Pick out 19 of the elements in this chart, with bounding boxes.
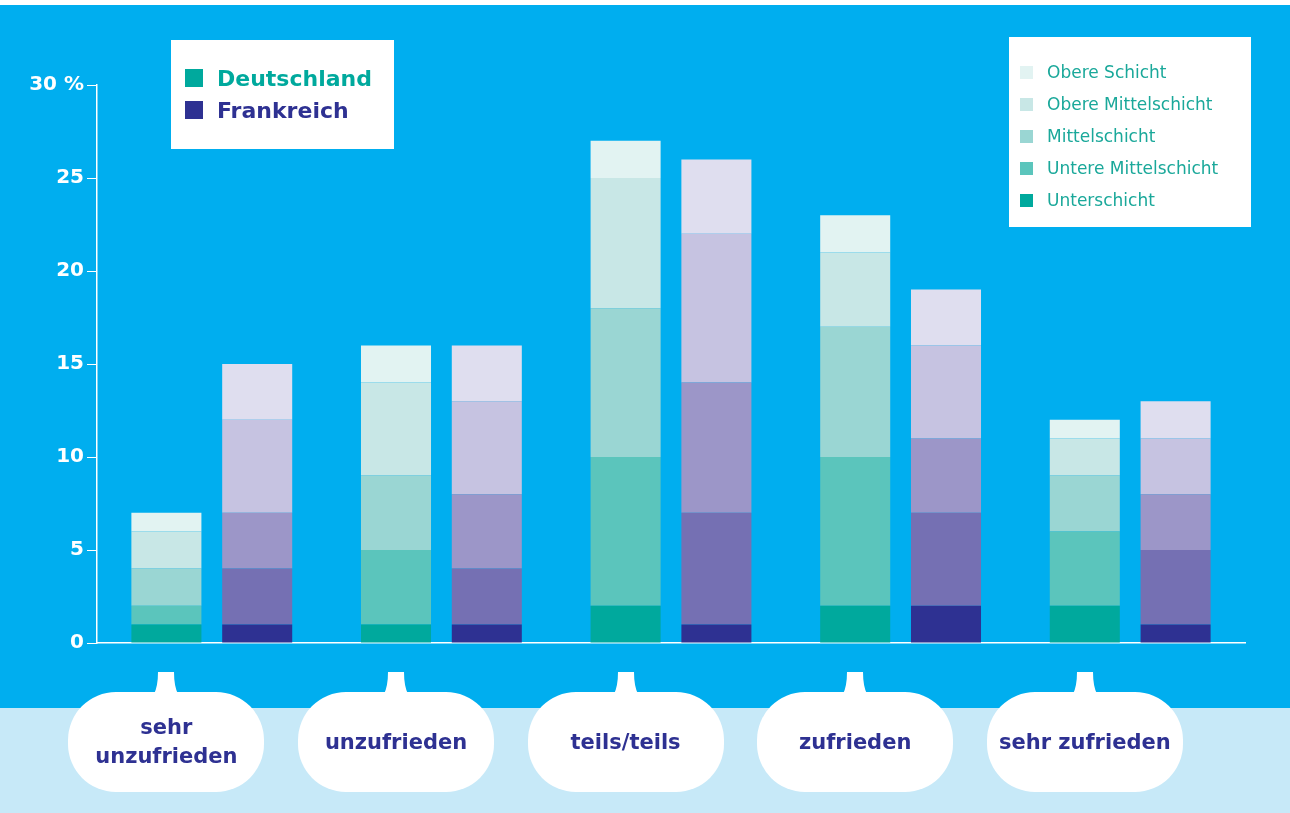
x-tick-label: teils/teils (570, 728, 681, 756)
annotation: Frankreich (217, 97, 349, 123)
annotation: Deutschland (217, 65, 372, 91)
x-tick-label: zufrieden (799, 728, 912, 756)
x-tick-label: unzufrieden (324, 728, 468, 756)
legend-label: Unterschicht (1047, 190, 1155, 210)
legend-label: Obere Mittelschicht (1047, 94, 1213, 114)
y-tick-label: 0 (70, 629, 84, 654)
legend-label: Obere Schicht (1047, 62, 1167, 82)
y-tick-label: 15 (56, 350, 84, 375)
y-tick-label: 25 (56, 164, 84, 189)
x-tick-label: sehr zufrieden (998, 728, 1171, 756)
y-tick-label: 5 (70, 536, 84, 561)
legend-label: Untere Mittelschicht (1047, 158, 1219, 178)
legend-label: Mittelschicht (1047, 126, 1156, 146)
y-tick-label: 20 (56, 257, 84, 282)
x-tick-label: sehr unzufrieden (94, 714, 239, 770)
y-tick-label: 30 % (29, 71, 84, 96)
y-tick-label: 10 (56, 443, 84, 468)
